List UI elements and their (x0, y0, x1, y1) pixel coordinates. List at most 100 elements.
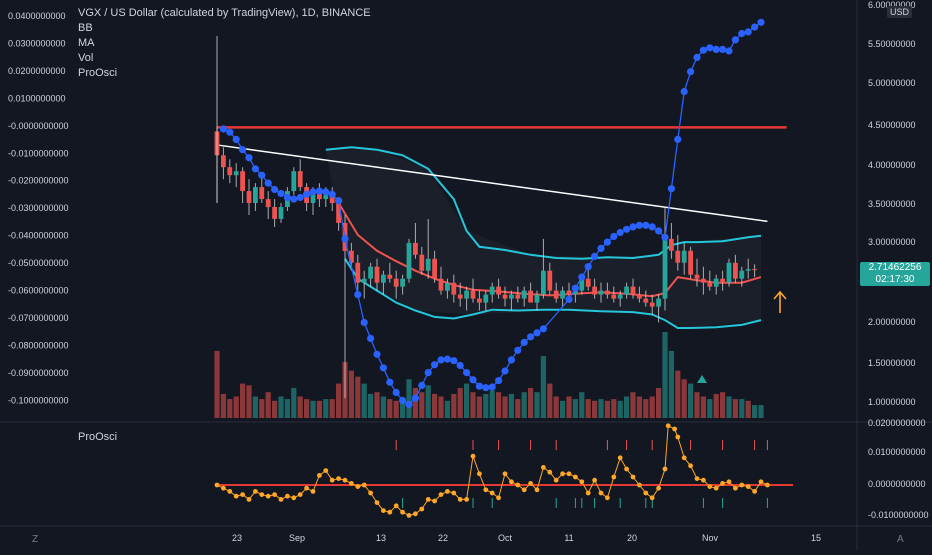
indicator-bb[interactable]: BB (78, 22, 93, 34)
volume-bar (220, 393, 226, 418)
right-axis-tick: 1.00000000 (868, 397, 916, 407)
timezone-icon[interactable]: Z (32, 534, 39, 545)
proosci-dots (219, 18, 765, 409)
oscillator-dot (681, 455, 687, 461)
oscillator-dot (278, 497, 284, 502)
candle-body (726, 262, 732, 283)
volume-bar (259, 399, 265, 418)
volume-bar (528, 387, 534, 418)
oscillator-dot (374, 500, 380, 505)
candle-body (637, 294, 642, 299)
candle-body (297, 171, 303, 188)
candle-body (624, 286, 629, 295)
candle-body (509, 294, 514, 299)
x-axis-tick: Sep (289, 533, 305, 543)
volume-bar (387, 399, 393, 418)
oscillator-dot (701, 477, 706, 483)
candle-body (265, 199, 271, 208)
volume-bar (540, 356, 546, 418)
osc-axis-tick: 0.0200000000 (868, 418, 926, 428)
volume-bar (329, 399, 335, 418)
moving-average (337, 202, 762, 298)
volume-bar (496, 392, 502, 418)
proosci-dot (482, 384, 490, 392)
proosci-dot (431, 361, 439, 369)
volume-bar (406, 379, 412, 418)
candle-body (329, 195, 335, 204)
left-axis-tick: 0.0400000000 (8, 11, 66, 21)
volume-bar (611, 399, 617, 418)
indicator-ma[interactable]: MA (78, 37, 95, 49)
oscillator-dot (758, 479, 764, 485)
candle-body (336, 203, 341, 223)
left-axis-tick: -0.0900000000 (8, 368, 69, 378)
volume-bar (457, 387, 463, 418)
candle-body (310, 191, 316, 203)
candle-body (720, 278, 725, 283)
proosci-dot (322, 188, 330, 196)
proosci-dot (661, 233, 669, 241)
current-price: 2.71462256 (868, 262, 922, 273)
candle-body (227, 167, 233, 176)
candle-body (381, 274, 386, 283)
oscillator-dot (675, 434, 681, 440)
drawn-lines[interactable] (216, 126, 787, 223)
proosci-dot (283, 193, 291, 202)
candle-body (240, 171, 245, 192)
volume-bar (553, 396, 559, 418)
proosci-dot (341, 235, 349, 243)
candle-body (656, 298, 661, 307)
oscillator-dot (246, 497, 252, 502)
oscillator-dot (425, 497, 431, 502)
proosci-dot (578, 273, 586, 281)
left-axis-tick: 0.0200000000 (8, 66, 66, 76)
proosci-dot (655, 227, 663, 235)
candle-body (445, 282, 450, 291)
proosci-dot (264, 179, 272, 187)
candle-body (579, 278, 585, 291)
proosci-dot (719, 45, 727, 54)
candle-body (585, 278, 591, 287)
candle-body (598, 290, 604, 295)
symbol-title[interactable]: VGX / US Dollar (calculated by TradingVi… (78, 7, 371, 19)
candle-body (368, 266, 373, 279)
indicator-vol[interactable]: Vol (78, 52, 94, 64)
volume-bar (598, 399, 604, 418)
indicator-proosci[interactable]: ProOsci (78, 67, 118, 79)
proosci-dot (424, 369, 432, 377)
left-axis-tick: -0.0200000000 (8, 176, 69, 186)
candle-body (393, 278, 399, 287)
volume-bar (297, 396, 303, 418)
candle-body (617, 294, 623, 299)
proosci-dot (271, 185, 279, 194)
oscillator-dot (381, 508, 386, 513)
proosci-dot (533, 329, 541, 337)
oscillator-dot (541, 465, 546, 470)
auto-scale-icon[interactable]: A (897, 534, 904, 545)
oscillator-dot (611, 474, 617, 480)
up-arrow-marker (773, 290, 787, 313)
oscillator-dot (451, 490, 457, 496)
chart-legend: VGX / US Dollar (calculated by TradingVi… (78, 6, 371, 81)
proosci-dot (712, 45, 720, 54)
volume-bar (476, 396, 482, 418)
candle-body (592, 286, 597, 295)
oscillator-dot (560, 471, 565, 477)
proosci-dot (584, 263, 592, 271)
proosci-dot (738, 29, 746, 38)
oscillator-title[interactable]: ProOsci (78, 431, 118, 443)
proosci-dot (693, 53, 701, 62)
candle-body (630, 286, 636, 295)
currency-badge[interactable]: USD (887, 6, 913, 18)
proosci-dot (667, 185, 676, 193)
volume-bar (560, 400, 566, 418)
proosci-dot (514, 346, 522, 354)
right-axis-tick: 5.00000000 (868, 78, 916, 88)
x-axis-tick: Nov (702, 533, 719, 543)
candle-body (413, 242, 418, 255)
volume-bar (233, 396, 239, 418)
volume-bar (214, 350, 220, 418)
left-axis-tick: -0.0100000000 (8, 148, 69, 158)
